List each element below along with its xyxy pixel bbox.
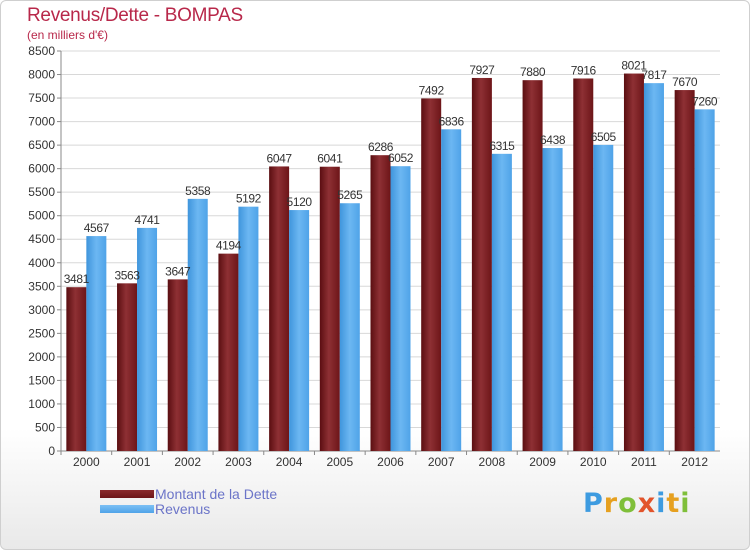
x-tick-label: 2012 [681, 455, 708, 469]
y-tick-label: 8500 [28, 44, 55, 58]
bar-dette [370, 155, 391, 451]
bar-revenus [339, 203, 360, 451]
x-tick-label: 2011 [631, 455, 657, 469]
bar-revenus [441, 129, 462, 451]
bar-dette [522, 80, 543, 452]
x-tick-label: 2010 [580, 455, 607, 469]
data-label-dette: 6047 [267, 151, 293, 165]
data-label-dette: 3481 [64, 272, 90, 286]
data-label-dette: 7492 [419, 83, 445, 97]
legend-swatch-revenus [100, 504, 154, 513]
y-tick-label: 7000 [28, 115, 55, 129]
bar-revenus [238, 206, 259, 451]
legend-label-revenus: Revenus [155, 500, 211, 517]
bar-dette [269, 166, 290, 451]
chart-title: Revenus/Dette - BOMPAS [27, 5, 243, 26]
y-tick-label: 2500 [28, 326, 55, 340]
x-tick-label: 2006 [377, 455, 404, 469]
bar-revenus [542, 148, 563, 452]
data-label-revenus: 5120 [287, 195, 313, 209]
y-tick-label: 1000 [28, 397, 55, 411]
y-tick-label: 0 [48, 444, 55, 458]
bar-revenus [86, 236, 107, 451]
bar-dette [319, 166, 340, 451]
data-label-revenus: 5358 [185, 184, 211, 198]
data-label-dette: 7880 [520, 65, 546, 79]
bar-revenus [137, 227, 158, 451]
y-tick-label: 1500 [28, 373, 55, 387]
y-tick-label: 5000 [28, 209, 55, 223]
bar-revenus [289, 210, 310, 451]
data-label-revenus: 6836 [439, 114, 465, 128]
x-tick-label: 2007 [428, 455, 455, 469]
y-tick-label: 3500 [28, 279, 55, 293]
data-label-revenus: 4741 [134, 213, 160, 227]
data-label-revenus: 4567 [84, 221, 110, 235]
data-label-dette: 4194 [216, 239, 242, 253]
bar-dette [471, 77, 492, 451]
y-tick-label: 7500 [28, 91, 55, 105]
y-tick-label: 500 [35, 420, 55, 434]
x-tick-label: 2003 [225, 455, 252, 469]
data-label-dette: 6041 [317, 152, 343, 166]
data-label-revenus: 6438 [540, 133, 566, 147]
bar-revenus [643, 83, 664, 451]
x-tick-label: 2000 [73, 455, 100, 469]
legend-swatch-dette [100, 489, 154, 498]
chart-subtitle: (en milliers d'€) [27, 28, 108, 42]
data-label-revenus: 7817 [641, 68, 667, 82]
bar-dette [674, 90, 695, 451]
chart-legend: Montant de la Dette Revenus [100, 485, 278, 517]
bar-revenus [390, 166, 411, 451]
bar-dette [218, 253, 239, 451]
bar-revenus [593, 144, 614, 451]
x-tick-label: 2001 [124, 455, 151, 469]
bar-dette [421, 98, 442, 451]
data-label-dette: 3647 [165, 264, 191, 278]
y-tick-label: 6000 [28, 162, 55, 176]
data-label-dette: 7927 [469, 63, 495, 77]
bar-dette [117, 283, 138, 451]
proxiti-logo: Proxiti [583, 488, 691, 519]
x-tick-label: 2004 [276, 455, 303, 469]
bar-dette [573, 78, 594, 451]
y-tick-label: 3000 [28, 303, 55, 317]
x-tick-label: 2008 [479, 455, 506, 469]
y-tick-label: 4000 [28, 256, 55, 270]
y-tick-label: 4500 [28, 232, 55, 246]
legend-label-dette: Montant de la Dette [155, 485, 278, 502]
data-label-revenus: 5265 [337, 188, 363, 202]
data-label-dette: 7670 [672, 75, 698, 89]
bar-dette [66, 287, 87, 451]
bar-dette [623, 73, 644, 452]
bar-revenus [187, 198, 208, 451]
data-label-dette: 3563 [114, 268, 140, 282]
data-label-dette: 8021 [621, 59, 647, 73]
bar-dette [167, 279, 188, 451]
legend-item-revenus: Revenus [100, 500, 277, 517]
y-tick-label: 2000 [28, 350, 55, 364]
y-tick-label: 8000 [28, 68, 55, 82]
data-label-revenus: 6052 [388, 151, 414, 165]
legend-item-dette: Montant de la Dette [100, 485, 278, 502]
data-label-revenus: 5192 [236, 192, 262, 206]
data-label-revenus: 6315 [489, 139, 515, 153]
y-tick-label: 5500 [28, 185, 55, 199]
x-tick-label: 2005 [326, 455, 353, 469]
x-tick-label: 2009 [529, 455, 556, 469]
data-label-dette: 6286 [368, 140, 394, 154]
data-label-dette: 7916 [571, 63, 597, 77]
y-tick-label: 6500 [28, 138, 55, 152]
x-tick-label: 2002 [174, 455, 201, 469]
data-label-revenus: 6505 [591, 130, 617, 144]
bar-revenus [491, 153, 512, 451]
data-label-revenus: 7260 [692, 94, 718, 108]
bar-revenus [694, 109, 715, 452]
